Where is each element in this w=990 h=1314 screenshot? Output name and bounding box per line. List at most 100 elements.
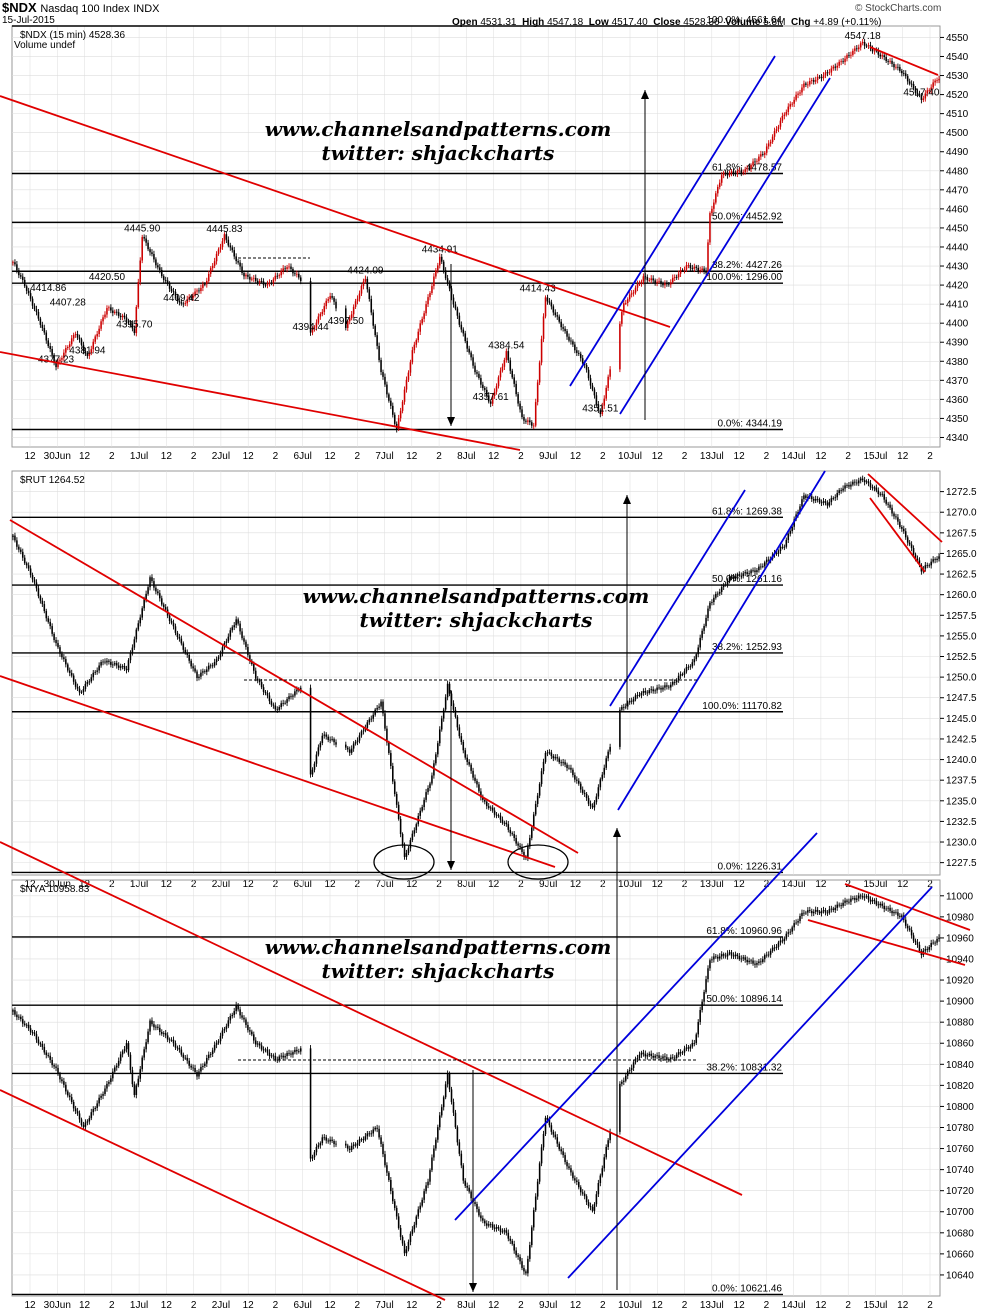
candle-body — [309, 281, 312, 333]
candle-body — [863, 480, 866, 483]
candle-body — [476, 372, 478, 374]
candle-body — [67, 347, 69, 349]
candle-body — [401, 834, 404, 846]
candle-body — [437, 265, 439, 271]
candle-body — [57, 361, 59, 368]
candle-body — [640, 692, 643, 696]
candle-body — [587, 369, 590, 379]
candle-body — [538, 784, 541, 796]
candle-body — [832, 908, 835, 910]
y-tick-label: 4390 — [946, 338, 969, 349]
x-tick-label: 1Jul — [130, 1300, 148, 1311]
candle-body — [810, 80, 813, 82]
candle-body — [744, 169, 746, 172]
candle-body — [597, 1183, 600, 1195]
candle-body — [358, 293, 361, 299]
candle-body — [444, 697, 447, 710]
candle-body — [779, 120, 782, 127]
candle-body — [139, 1069, 142, 1079]
candle-body — [288, 696, 290, 700]
candle-body — [779, 940, 782, 943]
x-tick-label: 8Jul — [457, 1300, 475, 1311]
candle-body — [366, 278, 369, 290]
candle-body — [830, 498, 833, 503]
candle-body — [405, 1249, 408, 1254]
candle-body — [879, 493, 882, 495]
candle-body — [31, 1032, 34, 1034]
panel-frame — [11, 879, 941, 1297]
candle-body — [883, 905, 885, 910]
candle-body — [65, 659, 67, 665]
candle-body — [213, 662, 216, 666]
candle-body — [546, 1117, 549, 1120]
candle-body — [143, 237, 145, 239]
x-tick-label: 15Jul — [864, 451, 888, 462]
candle-body — [638, 1054, 641, 1059]
x-tick-label: 2 — [518, 451, 524, 462]
candle-body — [527, 1258, 529, 1274]
candle-body — [123, 315, 126, 318]
candle-body — [740, 170, 743, 173]
candle-body — [932, 942, 934, 944]
candle-body — [521, 847, 523, 852]
candle-body — [640, 281, 643, 284]
y-tick-label: 4470 — [946, 185, 969, 196]
candle-body — [196, 1072, 198, 1077]
candle-body — [926, 949, 929, 950]
candle-body — [554, 757, 557, 759]
candle-body — [818, 911, 821, 914]
candle-body — [198, 676, 200, 679]
fib-level-label: 50.0%: 1261.16 — [712, 574, 782, 585]
candle-body — [356, 740, 359, 743]
candle-body — [658, 280, 660, 282]
candle-body — [33, 1032, 36, 1035]
y-tick-label: 1260.0 — [946, 590, 977, 601]
y-tick-label: 10680 — [946, 1228, 974, 1239]
candle-body — [873, 487, 876, 489]
y-tick-label: 1235.0 — [946, 796, 977, 807]
candle-body — [290, 266, 292, 270]
candle-body — [523, 1267, 525, 1272]
x-tick-label: 12 — [406, 1300, 418, 1311]
target-arrow-head — [469, 1283, 477, 1292]
candle-body — [129, 652, 132, 661]
candle-body — [282, 1055, 284, 1058]
candle-body — [393, 781, 396, 795]
candle-body — [49, 346, 51, 349]
x-tick-label: 2 — [436, 1300, 442, 1311]
candle-body — [644, 1053, 647, 1057]
candle-body — [748, 168, 750, 170]
candle-body — [157, 591, 159, 594]
candle-body — [531, 827, 533, 838]
candle-body — [515, 383, 517, 395]
candle-body — [204, 1063, 206, 1066]
candle-body — [814, 909, 817, 912]
candle-body — [78, 337, 81, 340]
candle-body — [509, 360, 512, 371]
candle-body — [272, 704, 275, 706]
candle-body — [190, 296, 192, 298]
candle-body — [411, 1229, 414, 1234]
candle-body — [536, 1181, 539, 1197]
candle-body — [393, 1201, 396, 1208]
candle-body — [536, 795, 539, 804]
candle-body — [141, 608, 143, 618]
candle-body — [885, 499, 887, 504]
candle-body — [779, 547, 782, 552]
candle-body — [709, 960, 711, 969]
candle-body — [427, 1181, 429, 1186]
trend-line — [9, 519, 579, 854]
candle-body — [380, 701, 382, 707]
x-tick-label: 2 — [600, 451, 606, 462]
candle-body — [47, 1055, 50, 1056]
candle-body — [178, 1048, 181, 1050]
candle-body — [609, 369, 611, 377]
candle-body — [82, 1124, 85, 1127]
x-tick-label: 14Jul — [782, 1300, 806, 1311]
candle-body — [446, 278, 449, 283]
candle-body — [329, 739, 331, 741]
candle-body — [470, 764, 472, 771]
candle-body — [799, 506, 801, 512]
candle-body — [127, 660, 130, 671]
candle-body — [574, 344, 576, 351]
